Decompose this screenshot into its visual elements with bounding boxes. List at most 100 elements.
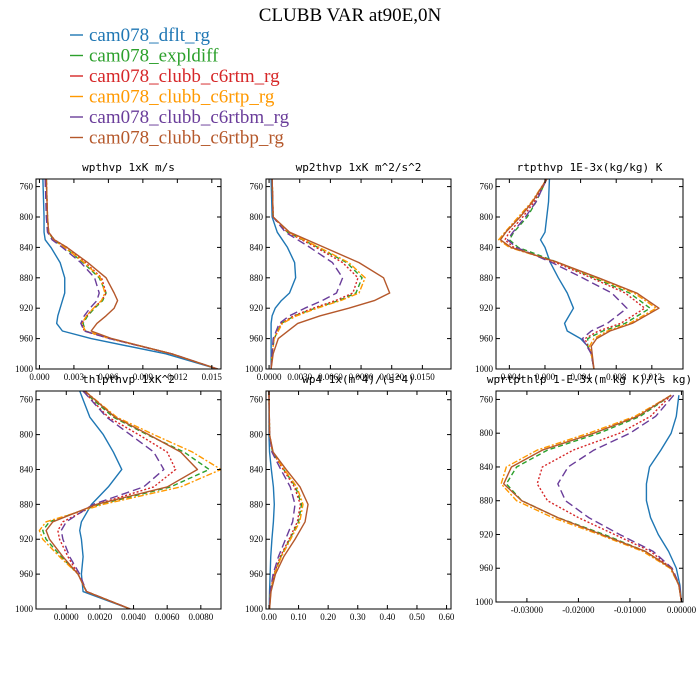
series-line	[268, 391, 275, 609]
panel: wp2thvp 1xK m^2/s^2 760 800 840 880 920 960 100…	[245, 161, 452, 382]
series-line	[45, 179, 218, 369]
panel: wp4 1x(m^4)/(s^4)76080084088092096010000…	[245, 373, 455, 622]
y-tick-label: 920	[20, 534, 34, 544]
y-tick-label: 1000	[475, 364, 494, 374]
y-tick-label: 800	[20, 430, 34, 440]
x-tick-label: 0.50	[409, 612, 425, 622]
y-tick-label: 840	[20, 464, 34, 474]
y-tick-label: 760	[480, 182, 494, 192]
y-tick-label: 880	[480, 273, 494, 283]
panel-title: wprtpthlp 1-E-3x(m kg K)/(s kg)	[487, 373, 692, 386]
y-tick-label: 880	[20, 273, 34, 283]
y-tick-label: 800	[480, 212, 494, 222]
x-tick-label: 0.006	[98, 372, 119, 382]
y-tick-label: 760	[250, 182, 264, 192]
series-line	[557, 394, 683, 602]
x-tick-label: 0.000	[535, 372, 556, 382]
plot-frame	[265, 178, 452, 370]
y-tick-label: 840	[250, 242, 264, 252]
y-tick-label: 800	[250, 430, 264, 440]
series-line	[79, 391, 131, 609]
y-tick-label: 760	[20, 395, 34, 405]
x-tick-label: 0.0080	[188, 612, 213, 622]
series-line	[270, 179, 344, 369]
x-tick-label: 0.0040	[121, 612, 146, 622]
legend-label: cam078_clubb_c6rtbp_rg	[89, 128, 284, 149]
x-tick-label: 0.40	[379, 612, 395, 622]
y-tick-label: 880	[250, 273, 264, 283]
y-tick-label: 960	[480, 334, 494, 344]
series-line	[42, 391, 210, 609]
series-line	[497, 179, 657, 369]
series-line	[268, 391, 302, 609]
series-line	[45, 179, 218, 369]
y-tick-label: 960	[250, 569, 264, 579]
y-tick-label: 920	[480, 303, 494, 313]
y-tick-label: 880	[250, 499, 264, 509]
y-tick-label: 800	[20, 212, 34, 222]
series-line	[270, 179, 366, 369]
panel-title: wpthvp 1xK m/s	[82, 161, 175, 174]
legend-label: cam078_clubb_c6rtbm_rg	[89, 107, 290, 128]
x-tick-label: 0.0150	[410, 372, 435, 382]
x-tick-label: -0.004	[498, 372, 522, 382]
y-tick-label: 1000	[475, 597, 494, 607]
y-tick-label: 920	[250, 534, 264, 544]
series-line	[60, 391, 165, 609]
y-tick-label: 840	[20, 242, 34, 252]
x-tick-label: 0.30	[350, 612, 366, 622]
x-tick-label: 0.015	[202, 372, 223, 382]
x-tick-label: 0.10	[291, 612, 307, 622]
x-tick-label: 0.012	[642, 372, 662, 382]
x-tick-label: 0.0060	[155, 612, 180, 622]
y-tick-label: 960	[480, 563, 494, 573]
x-tick-label: -0.03000	[511, 605, 544, 615]
legend-label: cam078_dflt_rg	[89, 25, 211, 46]
x-tick-label: -0.02000	[562, 605, 595, 615]
series-line	[45, 391, 199, 609]
panel-title: thlpthvp 1xK^2	[82, 373, 175, 386]
x-tick-label: 0.004	[570, 372, 591, 382]
y-tick-label: 840	[250, 464, 264, 474]
panel: thlpthvp 1xK^2 760 800 840 880 920 960 1000 0.00…	[15, 373, 222, 622]
x-tick-label: 0.00	[261, 612, 277, 622]
y-tick-label: 960	[20, 334, 34, 344]
y-tick-label: 800	[480, 428, 494, 438]
x-tick-label: 0.000	[29, 372, 50, 382]
x-tick-label: 0.20	[320, 612, 336, 622]
plot-frame	[265, 390, 452, 610]
y-tick-label: 760	[250, 395, 264, 405]
legend-label: cam078_clubb_c6rtp_rg	[89, 87, 275, 108]
y-tick-label: 840	[480, 462, 494, 472]
series-line	[505, 394, 683, 602]
series-line	[500, 394, 683, 602]
x-tick-label: 0.0120	[379, 372, 404, 382]
y-tick-label: 760	[20, 182, 34, 192]
series-line	[508, 179, 651, 369]
y-tick-label: 920	[480, 529, 494, 539]
series-line	[270, 179, 363, 369]
x-tick-label: 0.0020	[88, 612, 113, 622]
series-line	[268, 391, 296, 609]
panels: wpthvp 1xK m/s76080084088092096010000.00…	[15, 161, 697, 622]
legend-label: cam078_expldiff	[89, 46, 219, 67]
x-tick-label: 0.0090	[349, 372, 374, 382]
plot-frame	[35, 390, 222, 610]
series-line	[268, 391, 309, 609]
panel-title: rtpthvp 1E-3x(kg/kg) K	[517, 161, 663, 174]
x-tick-label: 0.012	[167, 372, 187, 382]
series-line	[38, 391, 221, 609]
series-line	[42, 179, 218, 369]
x-tick-label: 0.0060	[318, 372, 343, 382]
plot-frame	[495, 390, 684, 603]
y-tick-label: 880	[20, 499, 34, 509]
y-tick-label: 840	[480, 242, 494, 252]
panel-title: wp2thvp 1xK m^2/s^2	[296, 161, 422, 174]
x-tick-label: 0.0000	[54, 612, 79, 622]
x-tick-label: 0.60	[439, 612, 455, 622]
series-line	[44, 179, 218, 369]
panel: rtpthvp 1E-3x(kg/kg) K 760 800 840 880 920 960…	[475, 161, 684, 382]
y-tick-label: 1000	[15, 364, 34, 374]
